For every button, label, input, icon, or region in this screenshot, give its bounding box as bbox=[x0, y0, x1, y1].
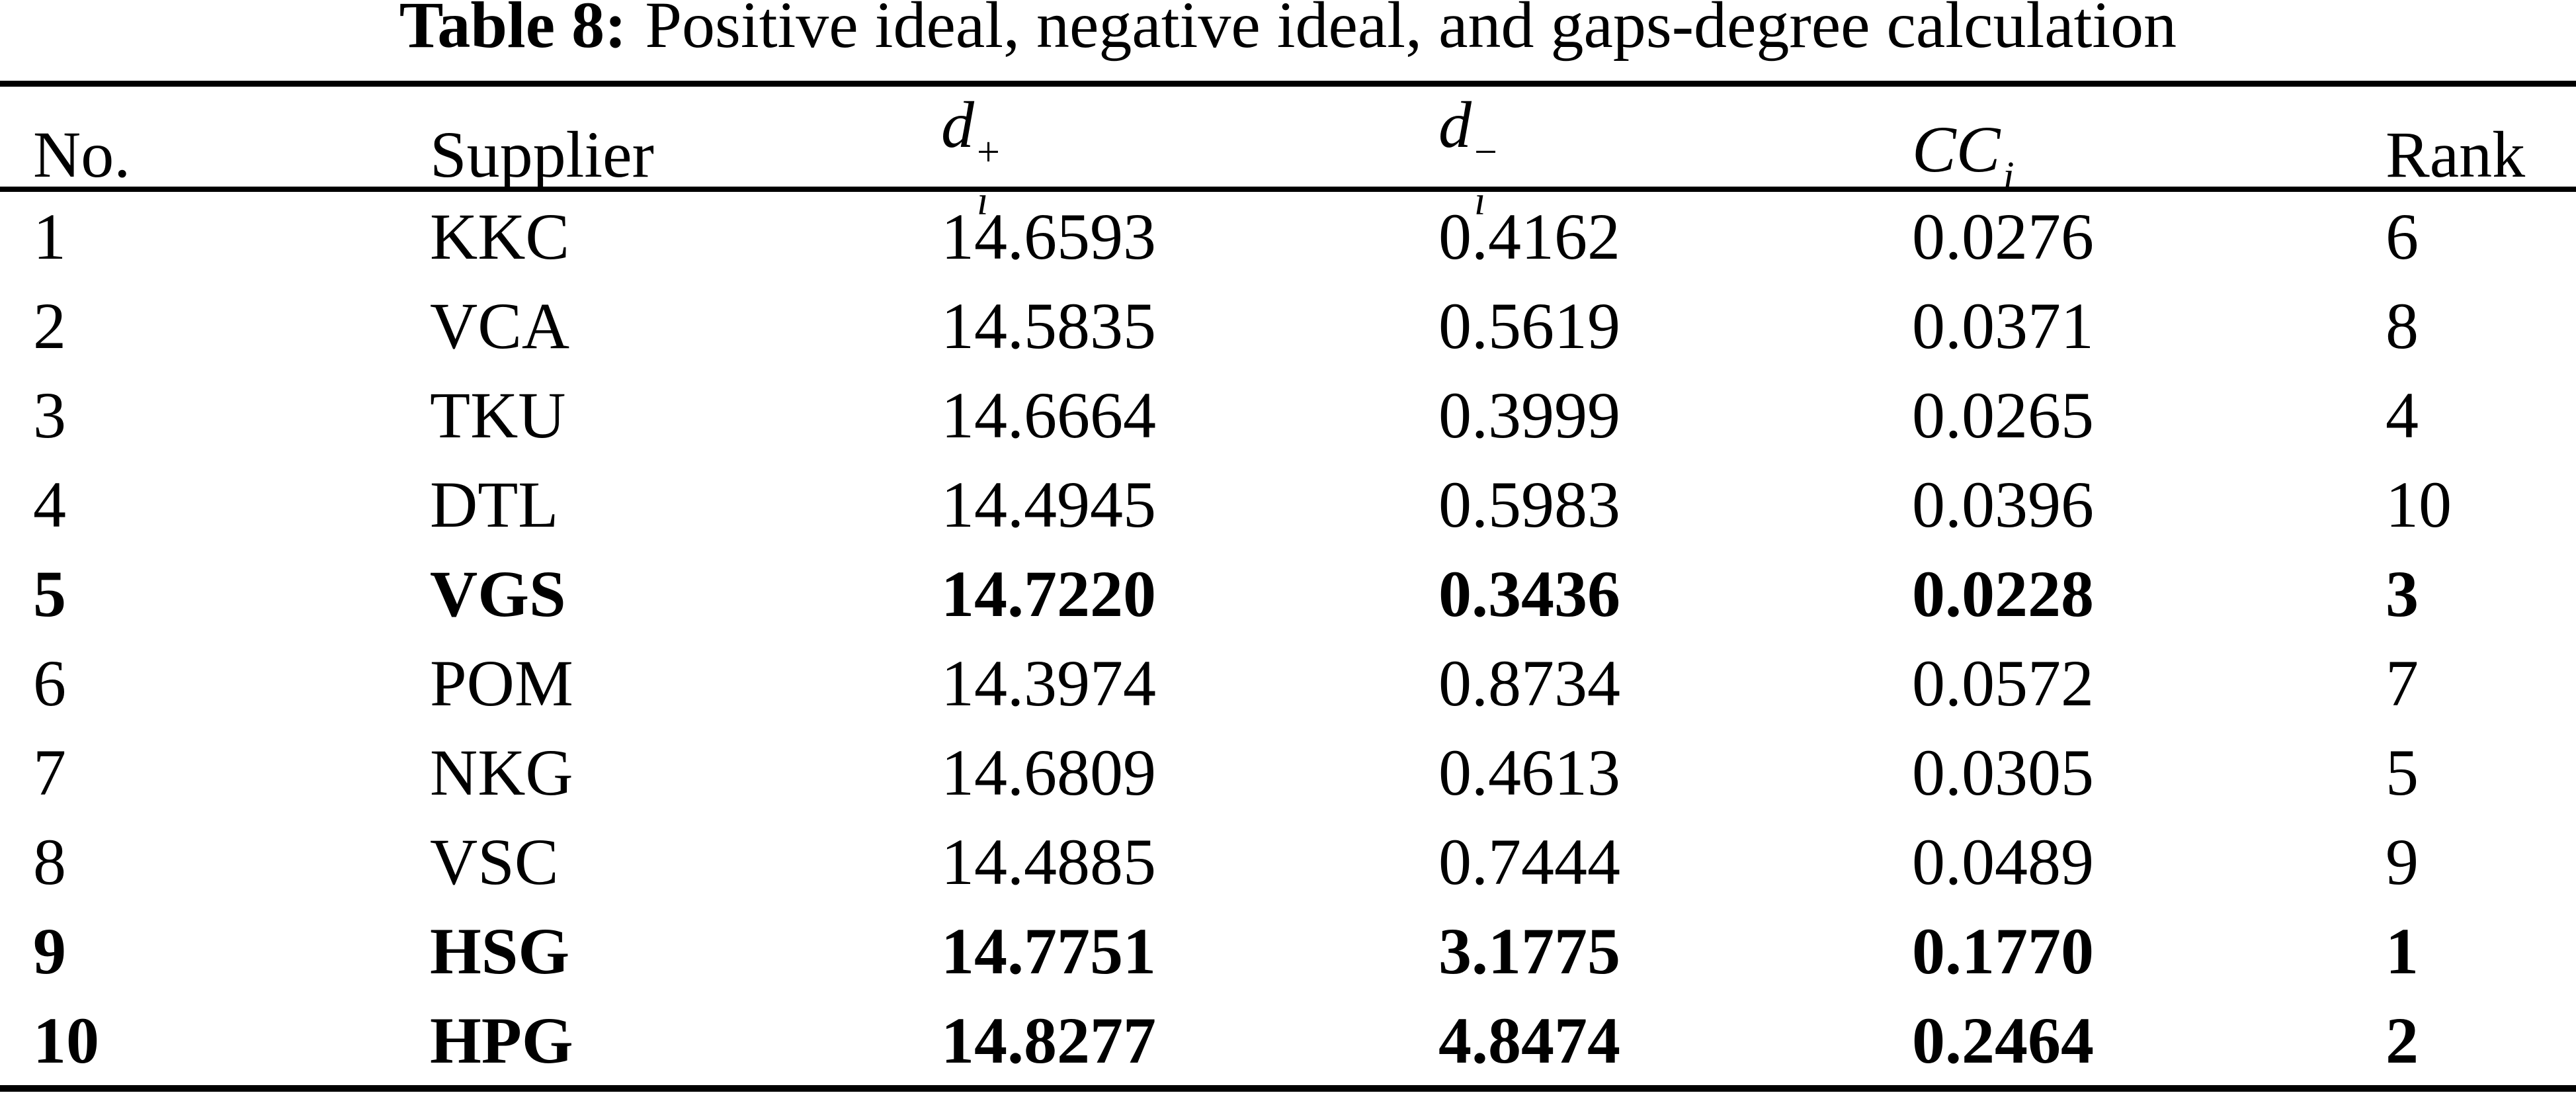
cell-rank: 4 bbox=[2386, 378, 2419, 452]
cell-d-minus: 0.5619 bbox=[1438, 289, 1620, 363]
cell-supplier: POM bbox=[430, 646, 573, 720]
table-caption-text: Positive ideal, negative ideal, and gaps… bbox=[645, 0, 2177, 62]
cell-d-minus: 3.1775 bbox=[1438, 914, 1620, 988]
cell-supplier: DTL bbox=[430, 468, 559, 541]
cell-rank: 6 bbox=[2386, 200, 2419, 273]
cell-cc: 0.2464 bbox=[1912, 1004, 2094, 1077]
cell-d-plus: 14.7751 bbox=[941, 914, 1156, 988]
cell-d-plus: 14.6593 bbox=[941, 200, 1156, 273]
cell-rank: 7 bbox=[2386, 646, 2419, 720]
cell-d-plus: 14.6809 bbox=[941, 736, 1156, 809]
table-row: 3 TKU 14.6664 0.3999 0.0265 4 bbox=[0, 371, 2576, 460]
cell-cc: 0.0572 bbox=[1912, 646, 2094, 720]
cell-no: 2 bbox=[33, 289, 66, 363]
cell-d-minus: 0.3436 bbox=[1438, 557, 1620, 631]
cell-supplier: NKG bbox=[430, 736, 573, 809]
d-minus-subscript: i bbox=[1474, 179, 1486, 224]
col-header-no: No. bbox=[33, 116, 430, 193]
cell-d-plus: 14.4945 bbox=[941, 468, 1156, 541]
table-row: 9 HSG 14.7751 3.1775 0.1770 1 bbox=[0, 906, 2576, 996]
d-plus-superscript: + bbox=[977, 130, 1000, 175]
col-header-d-plus: d + i bbox=[941, 87, 1438, 222]
cell-no: 1 bbox=[33, 200, 66, 273]
cell-supplier: VGS bbox=[430, 557, 566, 631]
cell-rank: 5 bbox=[2386, 736, 2419, 809]
cell-supplier: VSC bbox=[430, 825, 559, 899]
cell-rank: 10 bbox=[2386, 468, 2452, 541]
table-row: 1 KKC 14.6593 0.4162 0.0276 6 bbox=[0, 192, 2576, 281]
d-minus-symbol: d bbox=[1438, 88, 1472, 161]
table-row: 5 VGS 14.7220 0.3436 0.0228 3 bbox=[0, 549, 2576, 639]
table-row: 2 VCA 14.5835 0.5619 0.0371 8 bbox=[0, 281, 2576, 371]
cell-d-minus: 0.3999 bbox=[1438, 378, 1620, 452]
cell-supplier: HSG bbox=[430, 914, 570, 988]
cell-d-minus: 0.5983 bbox=[1438, 468, 1620, 541]
cell-cc: 0.0489 bbox=[1912, 825, 2094, 899]
cell-no: 9 bbox=[33, 914, 66, 988]
table-row: 10 HPG 14.8277 4.8474 0.2464 2 bbox=[0, 996, 2576, 1085]
table-header-row: No. Supplier d + i d − i CC i Rank bbox=[0, 87, 2576, 222]
cell-d-plus: 14.7220 bbox=[941, 557, 1156, 631]
table-row: 4 DTL 14.4945 0.5983 0.0396 10 bbox=[0, 460, 2576, 549]
cell-rank: 3 bbox=[2386, 557, 2419, 631]
cc-symbol: CC bbox=[1912, 112, 2001, 186]
d-plus-subscript: i bbox=[977, 179, 989, 224]
cell-cc: 0.0371 bbox=[1912, 289, 2094, 363]
cell-no: 8 bbox=[33, 825, 66, 899]
col-header-supplier-label: Supplier bbox=[430, 117, 654, 191]
cc-subscript: i bbox=[2003, 154, 2015, 199]
cell-d-minus: 4.8474 bbox=[1438, 1004, 1620, 1077]
d-plus-symbol: d bbox=[941, 88, 974, 161]
table-body: 1 KKC 14.6593 0.4162 0.0276 6 2 VCA 14.5835 0.561… bbox=[0, 192, 2576, 1085]
cell-d-minus: 0.4613 bbox=[1438, 736, 1620, 809]
cell-supplier: TKU bbox=[430, 378, 566, 452]
cell-rank: 1 bbox=[2386, 914, 2419, 988]
table-row: 7 NKG 14.6809 0.4613 0.0305 5 bbox=[0, 728, 2576, 817]
cell-cc: 0.0265 bbox=[1912, 378, 2094, 452]
table-row: 6 POM 14.3974 0.8734 0.0572 7 bbox=[0, 639, 2576, 728]
cell-rank: 8 bbox=[2386, 289, 2419, 363]
table-caption: Table 8: Positive ideal, negative ideal, … bbox=[0, 0, 2576, 60]
cell-rank: 2 bbox=[2386, 1004, 2419, 1077]
col-header-cc: CC i bbox=[1912, 111, 2386, 197]
cell-no: 7 bbox=[33, 736, 66, 809]
table-row: 8 VSC 14.4885 0.7444 0.0489 9 bbox=[0, 817, 2576, 906]
cell-supplier: KKC bbox=[430, 200, 570, 273]
d-minus-superscript: − bbox=[1474, 130, 1497, 175]
data-table: No. Supplier d + i d − i CC i Rank 1 KKC 14.659… bbox=[0, 81, 2576, 1092]
cell-no: 5 bbox=[33, 557, 66, 631]
cell-d-plus: 14.3974 bbox=[941, 646, 1156, 720]
cell-no: 6 bbox=[33, 646, 66, 720]
cell-no: 4 bbox=[33, 468, 66, 541]
table-caption-number: Table 8: bbox=[399, 0, 627, 62]
cell-rank: 9 bbox=[2386, 825, 2419, 899]
cell-d-plus: 14.4885 bbox=[941, 825, 1156, 899]
cell-supplier: VCA bbox=[430, 289, 570, 363]
cell-cc: 0.1770 bbox=[1912, 914, 2094, 988]
col-header-no-label: No. bbox=[33, 117, 131, 191]
col-header-rank-label: Rank bbox=[2386, 117, 2526, 191]
cell-cc: 0.0228 bbox=[1912, 557, 2094, 631]
cell-d-plus: 14.5835 bbox=[941, 289, 1156, 363]
cell-d-minus: 0.8734 bbox=[1438, 646, 1620, 720]
cell-d-minus: 0.4162 bbox=[1438, 200, 1620, 273]
cell-cc: 0.0396 bbox=[1912, 468, 2094, 541]
cell-no: 10 bbox=[33, 1004, 99, 1077]
cell-d-plus: 14.6664 bbox=[941, 378, 1156, 452]
col-header-supplier: Supplier bbox=[430, 116, 941, 193]
cell-cc: 0.0276 bbox=[1912, 200, 2094, 273]
col-header-d-minus: d − i bbox=[1438, 87, 1912, 222]
cell-d-minus: 0.7444 bbox=[1438, 825, 1620, 899]
cell-cc: 0.0305 bbox=[1912, 736, 2094, 809]
cell-supplier: HPG bbox=[430, 1004, 573, 1077]
col-header-rank: Rank bbox=[2386, 116, 2543, 193]
cell-d-plus: 14.8277 bbox=[941, 1004, 1156, 1077]
cell-no: 3 bbox=[33, 378, 66, 452]
